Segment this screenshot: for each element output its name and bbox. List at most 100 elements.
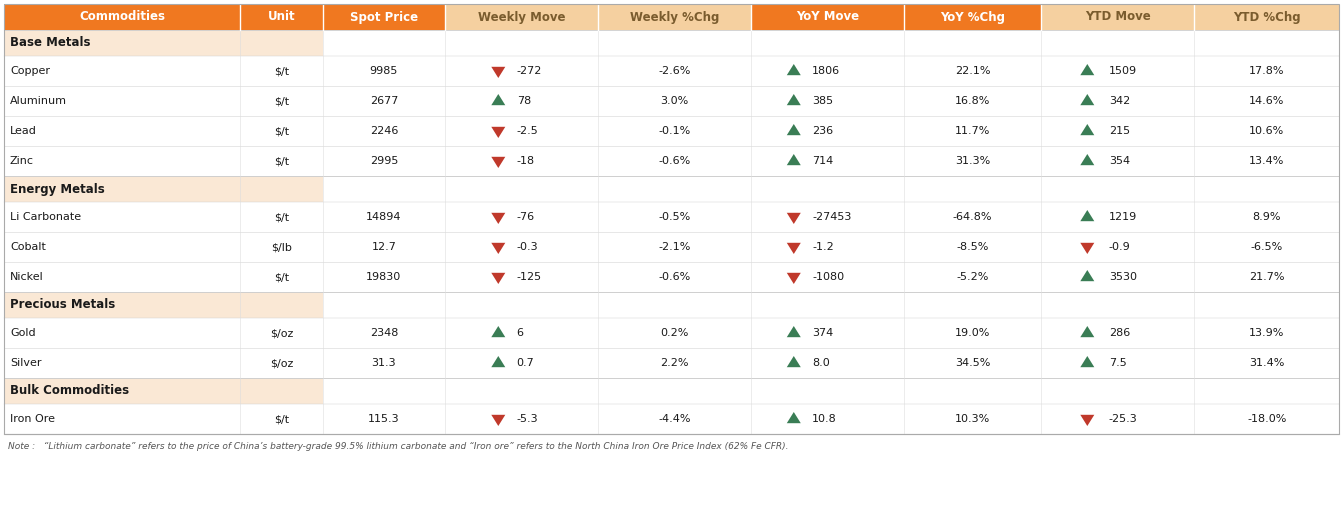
Text: 2348: 2348 <box>369 328 398 338</box>
Polygon shape <box>1080 124 1095 135</box>
Text: Aluminum: Aluminum <box>9 96 67 106</box>
Bar <box>1041 4 1194 30</box>
Polygon shape <box>492 67 505 78</box>
Text: 13.9%: 13.9% <box>1249 328 1284 338</box>
Text: $/t: $/t <box>274 414 289 424</box>
Polygon shape <box>1080 154 1095 165</box>
Polygon shape <box>492 213 505 224</box>
Text: Nickel: Nickel <box>9 272 44 282</box>
Text: 14.6%: 14.6% <box>1249 96 1284 106</box>
Text: 714: 714 <box>813 156 834 166</box>
Bar <box>4 116 1339 146</box>
Text: 2677: 2677 <box>369 96 398 106</box>
Text: Bulk Commodities: Bulk Commodities <box>9 384 129 397</box>
Text: 31.4%: 31.4% <box>1249 358 1284 368</box>
Text: -1.2: -1.2 <box>813 242 834 252</box>
Text: 286: 286 <box>1109 328 1129 338</box>
Bar <box>4 4 1339 434</box>
Text: 2995: 2995 <box>369 156 398 166</box>
Polygon shape <box>787 94 800 105</box>
Text: Base Metals: Base Metals <box>9 37 90 49</box>
Text: 385: 385 <box>813 96 833 106</box>
Text: 8.9%: 8.9% <box>1253 212 1281 222</box>
Text: 8.0: 8.0 <box>813 358 830 368</box>
Text: 22.1%: 22.1% <box>955 66 990 76</box>
Text: Spot Price: Spot Price <box>349 10 418 24</box>
Text: -0.6%: -0.6% <box>658 272 690 282</box>
Text: 215: 215 <box>1109 126 1129 136</box>
Bar <box>4 86 1339 116</box>
Bar <box>4 202 1339 232</box>
Text: 10.3%: 10.3% <box>955 414 990 424</box>
Polygon shape <box>492 243 505 254</box>
Text: $/oz: $/oz <box>270 358 293 368</box>
Text: 21.7%: 21.7% <box>1249 272 1284 282</box>
Text: -5.3: -5.3 <box>517 414 539 424</box>
Bar <box>324 292 1339 318</box>
Polygon shape <box>1080 64 1095 75</box>
Polygon shape <box>787 213 800 224</box>
Text: -5.2%: -5.2% <box>956 272 988 282</box>
Text: -8.5%: -8.5% <box>956 242 988 252</box>
Bar <box>4 232 1339 262</box>
Text: 10.8: 10.8 <box>813 414 837 424</box>
Text: Gold: Gold <box>9 328 36 338</box>
Text: YTD Move: YTD Move <box>1085 10 1151 24</box>
Text: Precious Metals: Precious Metals <box>9 299 115 311</box>
Polygon shape <box>1080 243 1095 254</box>
Text: $/t: $/t <box>274 126 289 136</box>
Text: $/t: $/t <box>274 66 289 76</box>
Text: $/t: $/t <box>274 272 289 282</box>
Polygon shape <box>787 412 800 423</box>
Text: -27453: -27453 <box>813 212 851 222</box>
Text: -76: -76 <box>517 212 535 222</box>
Bar <box>4 262 1339 292</box>
Text: 3530: 3530 <box>1109 272 1136 282</box>
Text: YoY %Chg: YoY %Chg <box>940 10 1005 24</box>
Text: 374: 374 <box>813 328 834 338</box>
Text: 0.2%: 0.2% <box>661 328 689 338</box>
Polygon shape <box>492 273 505 284</box>
Bar <box>324 378 1339 404</box>
Text: 3.0%: 3.0% <box>661 96 689 106</box>
Text: Iron Ore: Iron Ore <box>9 414 55 424</box>
Bar <box>4 404 1339 434</box>
Text: -0.5%: -0.5% <box>658 212 690 222</box>
Bar <box>598 4 751 30</box>
Text: -0.3: -0.3 <box>517 242 539 252</box>
Bar <box>4 318 1339 348</box>
Text: Silver: Silver <box>9 358 42 368</box>
Bar <box>445 4 598 30</box>
Text: 16.8%: 16.8% <box>955 96 990 106</box>
Bar <box>4 378 324 404</box>
Text: Note :   “Lithium carbonate” refers to the price of China’s battery-grade 99.5% : Note : “Lithium carbonate” refers to the… <box>8 442 788 451</box>
Text: Zinc: Zinc <box>9 156 34 166</box>
Polygon shape <box>787 64 800 75</box>
Text: 13.4%: 13.4% <box>1249 156 1284 166</box>
Polygon shape <box>787 273 800 284</box>
Text: 12.7: 12.7 <box>372 242 396 252</box>
Text: -18: -18 <box>517 156 535 166</box>
Text: 19.0%: 19.0% <box>955 328 990 338</box>
Text: -25.3: -25.3 <box>1109 414 1138 424</box>
Text: 0.7: 0.7 <box>517 358 535 368</box>
Polygon shape <box>1080 326 1095 337</box>
Polygon shape <box>492 127 505 138</box>
Polygon shape <box>787 326 800 337</box>
Text: 7.5: 7.5 <box>1109 358 1127 368</box>
Text: -2.1%: -2.1% <box>658 242 690 252</box>
Text: -4.4%: -4.4% <box>658 414 690 424</box>
Text: 2246: 2246 <box>369 126 398 136</box>
Text: Li Carbonate: Li Carbonate <box>9 212 81 222</box>
Polygon shape <box>492 326 505 337</box>
Text: 14894: 14894 <box>367 212 402 222</box>
Text: -0.9: -0.9 <box>1109 242 1131 252</box>
Text: -272: -272 <box>517 66 543 76</box>
Text: 1806: 1806 <box>813 66 841 76</box>
Text: Weekly %Chg: Weekly %Chg <box>630 10 719 24</box>
Polygon shape <box>787 124 800 135</box>
Text: YTD %Chg: YTD %Chg <box>1233 10 1300 24</box>
Polygon shape <box>1080 356 1095 367</box>
Bar <box>324 4 445 30</box>
Text: 10.6%: 10.6% <box>1249 126 1284 136</box>
